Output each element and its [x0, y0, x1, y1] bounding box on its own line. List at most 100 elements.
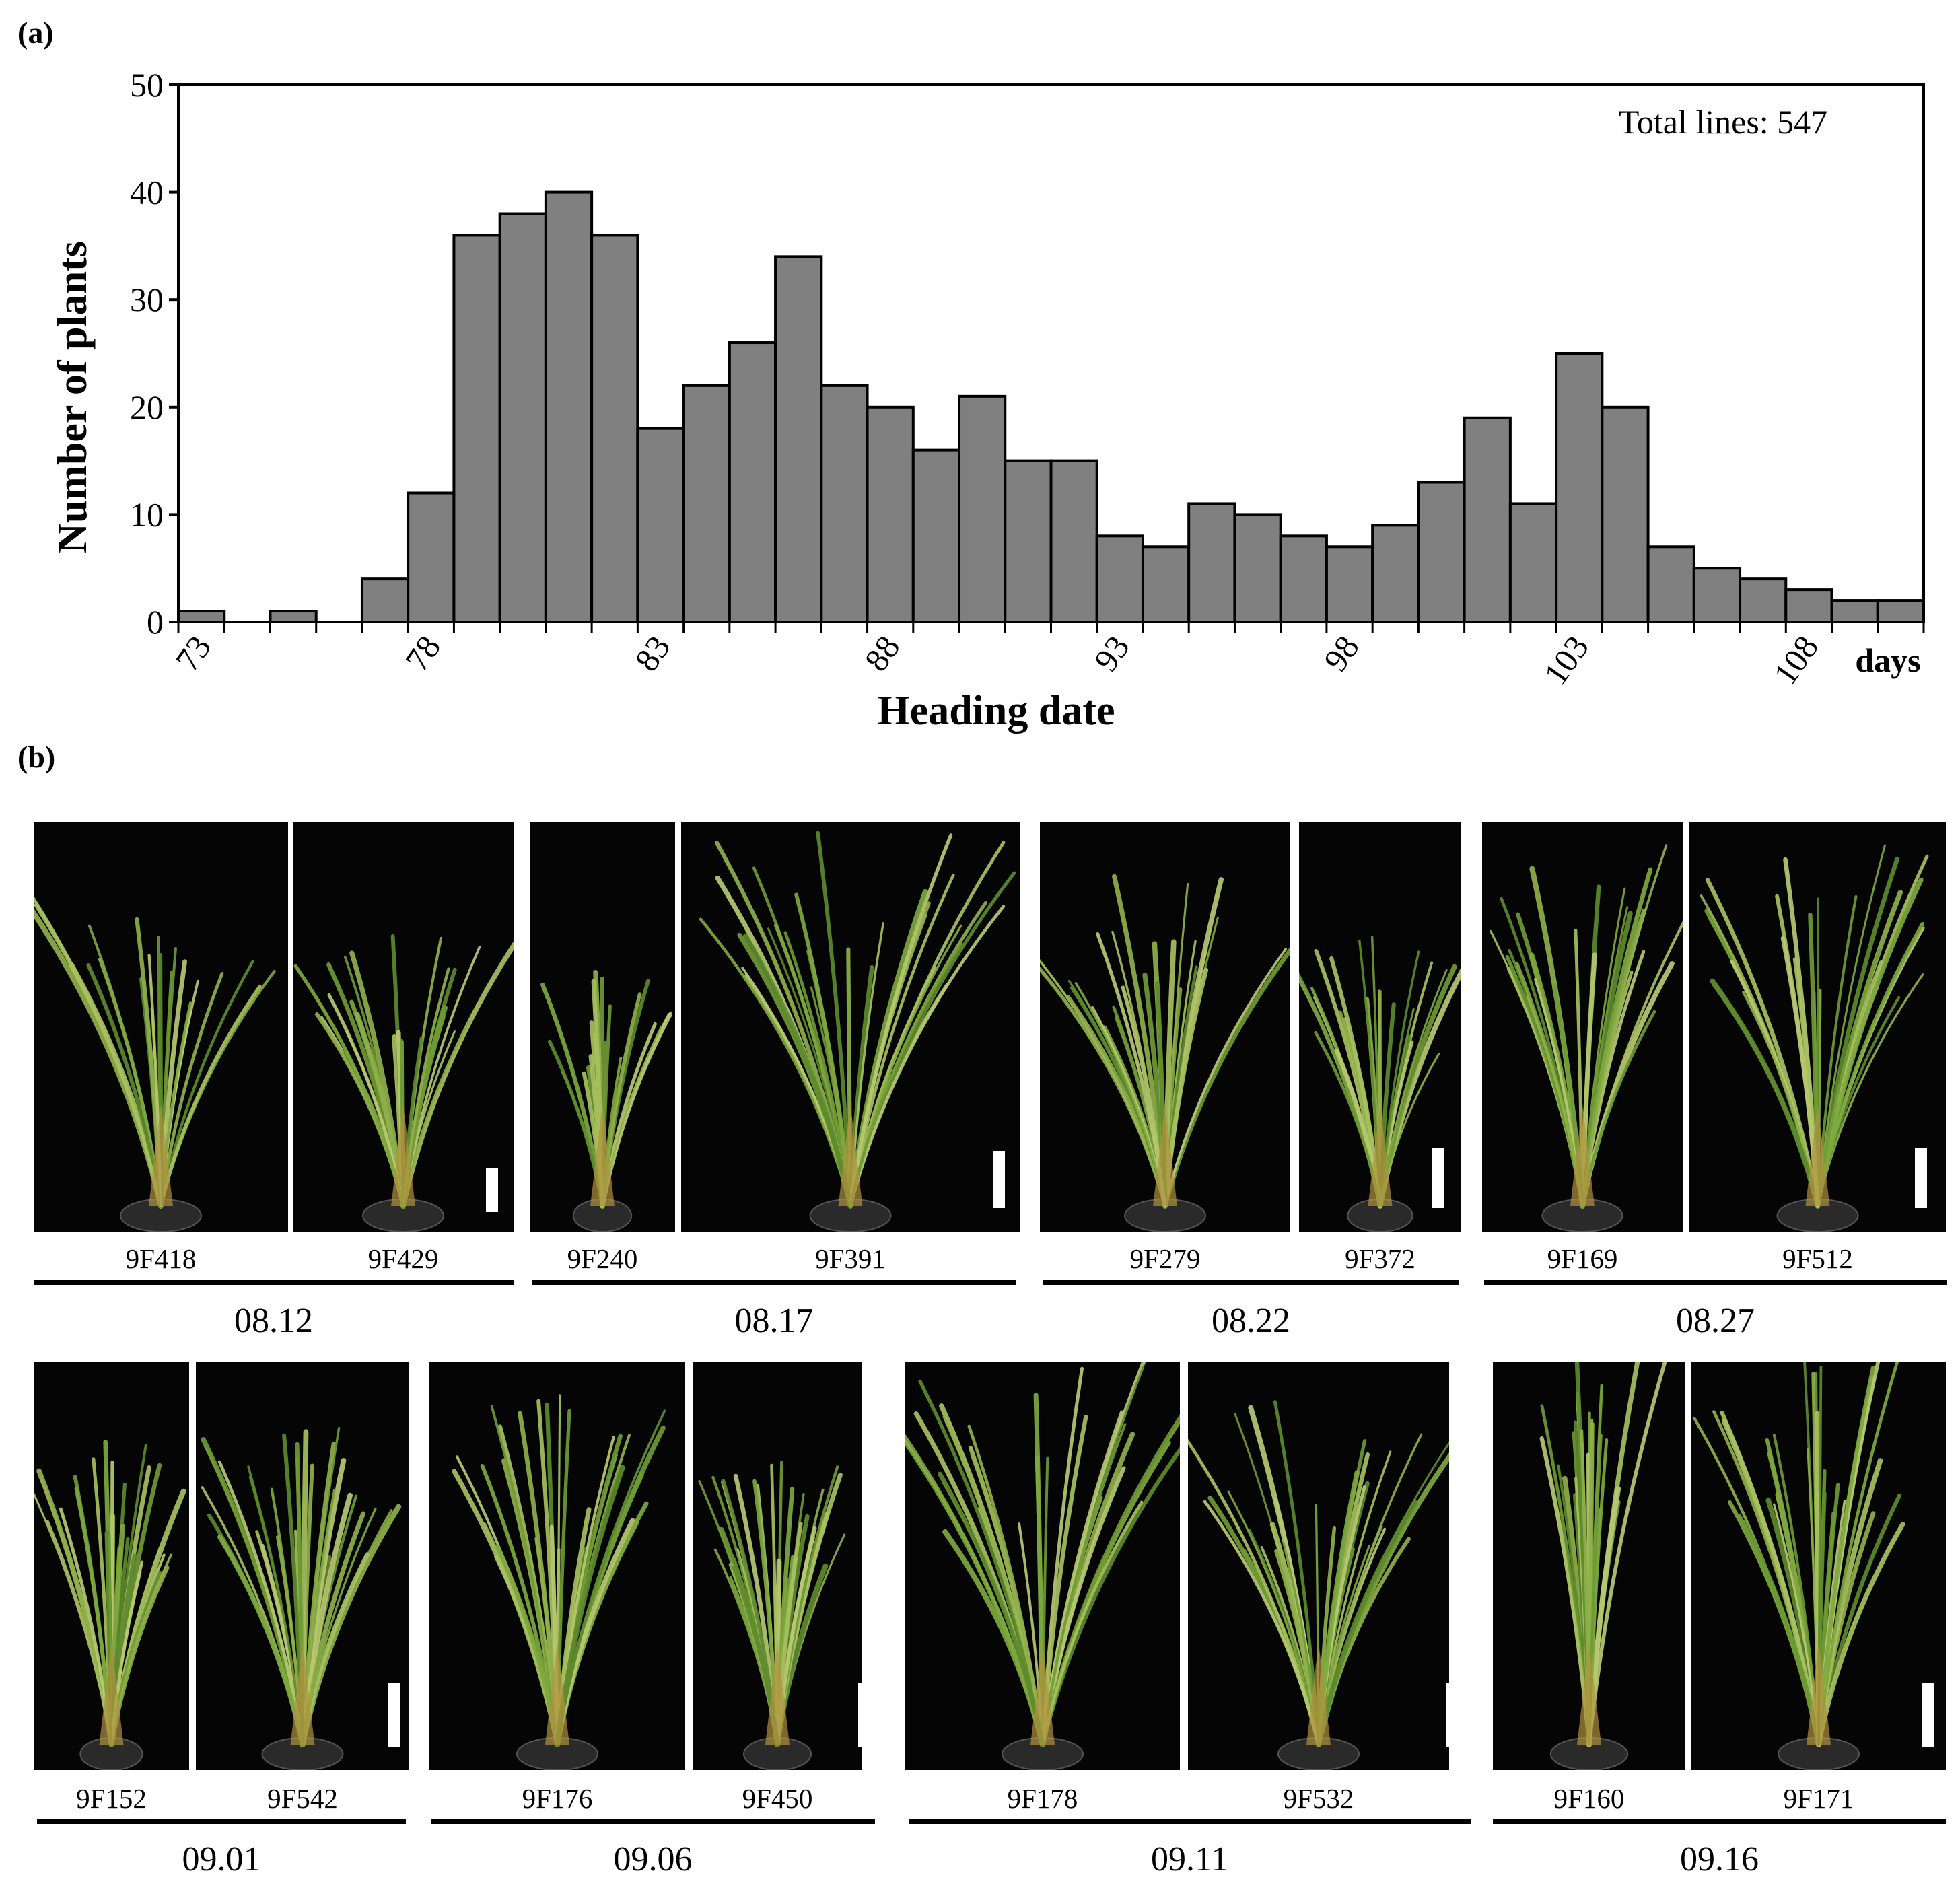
plant-stem-base — [838, 1104, 863, 1206]
scale-bar — [858, 1683, 870, 1747]
rice-plant-illustration — [698, 1461, 846, 1770]
line-id-label: 9F532 — [1283, 1783, 1354, 1814]
plant-leaf — [848, 833, 953, 1208]
bar-85 — [728, 341, 777, 623]
plant-leaf — [1041, 1440, 1171, 1747]
plant-photo-9F450 — [693, 1362, 862, 1770]
plant-leaf — [942, 1529, 1045, 1747]
x-tick-label: 78 — [398, 629, 448, 678]
group-underline — [532, 1280, 1016, 1285]
plant-leaf — [1203, 1500, 1321, 1747]
line-id-label: 9F391 — [815, 1243, 886, 1274]
line-id-label: 9F279 — [1129, 1243, 1201, 1274]
line-id-label: 9F169 — [1547, 1243, 1618, 1274]
plant-stem-base — [1306, 1642, 1331, 1745]
line-id-label: 9F418 — [125, 1243, 197, 1274]
plant-leaf — [714, 841, 853, 1209]
bar-94 — [1141, 545, 1191, 624]
plant-leaf — [742, 933, 853, 1209]
line-id-label: 9F372 — [1345, 1243, 1415, 1274]
bar-77 — [360, 577, 410, 623]
y-tick-label: 10 — [130, 495, 164, 533]
bar-75 — [269, 610, 318, 623]
plant-photo-9F176 — [429, 1362, 685, 1770]
x-axis-unit: days — [1855, 641, 1920, 679]
y-axis-title: Number of plants — [50, 241, 96, 553]
plant-photo-9F512 — [1689, 822, 1946, 1232]
bar-95 — [1187, 502, 1236, 623]
plant-photo-9F152 — [34, 1362, 189, 1770]
plant-leaf — [1040, 1446, 1180, 1747]
rice-plant-illustration — [34, 1440, 186, 1770]
heading-date-label: 09.01 — [182, 1840, 261, 1879]
x-tick-label: 108 — [1766, 629, 1826, 692]
rice-plant-illustration — [540, 970, 672, 1232]
y-tick-label: 0 — [147, 603, 164, 641]
line-id-label: 9F152 — [76, 1783, 147, 1814]
bar-98 — [1325, 545, 1374, 624]
bar-104 — [1601, 405, 1650, 623]
rice-plant-illustration — [699, 831, 1016, 1232]
bar-92 — [1049, 459, 1098, 623]
panel-a-label: (a) — [18, 15, 54, 50]
plant-leaf — [36, 1468, 114, 1747]
heading-date-label: 09.11 — [1150, 1840, 1229, 1879]
bar-82 — [590, 234, 639, 623]
x-tick-label: 83 — [627, 629, 678, 678]
x-tick-label: 73 — [168, 629, 219, 678]
rice-plant-illustration — [1693, 1362, 1905, 1770]
plant-leaf — [452, 1469, 560, 1747]
line-id-label: 9F171 — [1783, 1783, 1854, 1814]
y-tick-label: 50 — [130, 66, 164, 104]
heading-date-label: 09.16 — [1680, 1840, 1759, 1879]
bar-100 — [1417, 481, 1466, 624]
bars-layer — [177, 190, 1926, 624]
scale-bar — [388, 1683, 400, 1747]
rice-plant-illustration — [1700, 844, 1929, 1232]
plant-leaf — [34, 897, 163, 1208]
rice-plant-illustration — [1539, 1362, 1667, 1770]
rice-plant-illustration — [1040, 874, 1290, 1232]
plant-stem-base — [99, 1642, 124, 1745]
line-id-label: 9F450 — [742, 1783, 813, 1814]
bar-96 — [1233, 513, 1282, 624]
rice-plant-illustration — [1490, 844, 1683, 1232]
bar-97 — [1279, 534, 1328, 624]
x-tick-label: 93 — [1086, 629, 1137, 678]
plant-photo-9F429 — [293, 822, 514, 1232]
plant-leaf — [938, 1471, 1045, 1747]
plant-photo-9F160 — [1493, 1362, 1685, 1770]
scale-bar — [993, 1151, 1005, 1208]
bar-88 — [866, 405, 915, 623]
bar-78 — [407, 491, 456, 623]
rice-plant-illustration — [201, 1427, 402, 1770]
heading-date-label: 08.17 — [734, 1302, 814, 1340]
line-id-label: 9F178 — [1007, 1783, 1078, 1814]
plant-leaf — [698, 1479, 779, 1746]
group-underline — [34, 1280, 514, 1285]
group-underline — [1484, 1280, 1947, 1285]
plant-leaf — [913, 1411, 1045, 1747]
plant-leaf — [1581, 844, 1668, 1207]
plant-stem-base — [1805, 1104, 1830, 1206]
rice-plant-illustration — [34, 897, 276, 1232]
x-tick-label: 98 — [1316, 629, 1366, 678]
plant-leaf — [1164, 948, 1288, 1207]
bar-106 — [1692, 567, 1742, 624]
plant-leaf — [849, 901, 987, 1208]
bar-81 — [544, 190, 594, 624]
bar-87 — [820, 384, 869, 623]
line-id-label: 9F542 — [267, 1783, 338, 1814]
plant-leaf — [1817, 1362, 1899, 1747]
x-tick-label: 88 — [857, 629, 907, 678]
plant-stem-base — [1153, 1104, 1177, 1206]
bar-80 — [498, 212, 547, 623]
line-id-label: 9F429 — [368, 1243, 439, 1274]
bar-93 — [1095, 534, 1144, 624]
bar-110 — [1876, 599, 1926, 624]
bar-107 — [1739, 577, 1788, 623]
plant-leaf — [1041, 1423, 1127, 1746]
plant-leaf — [1377, 967, 1461, 1209]
bar-108 — [1784, 588, 1833, 623]
group-underline — [431, 1819, 875, 1824]
